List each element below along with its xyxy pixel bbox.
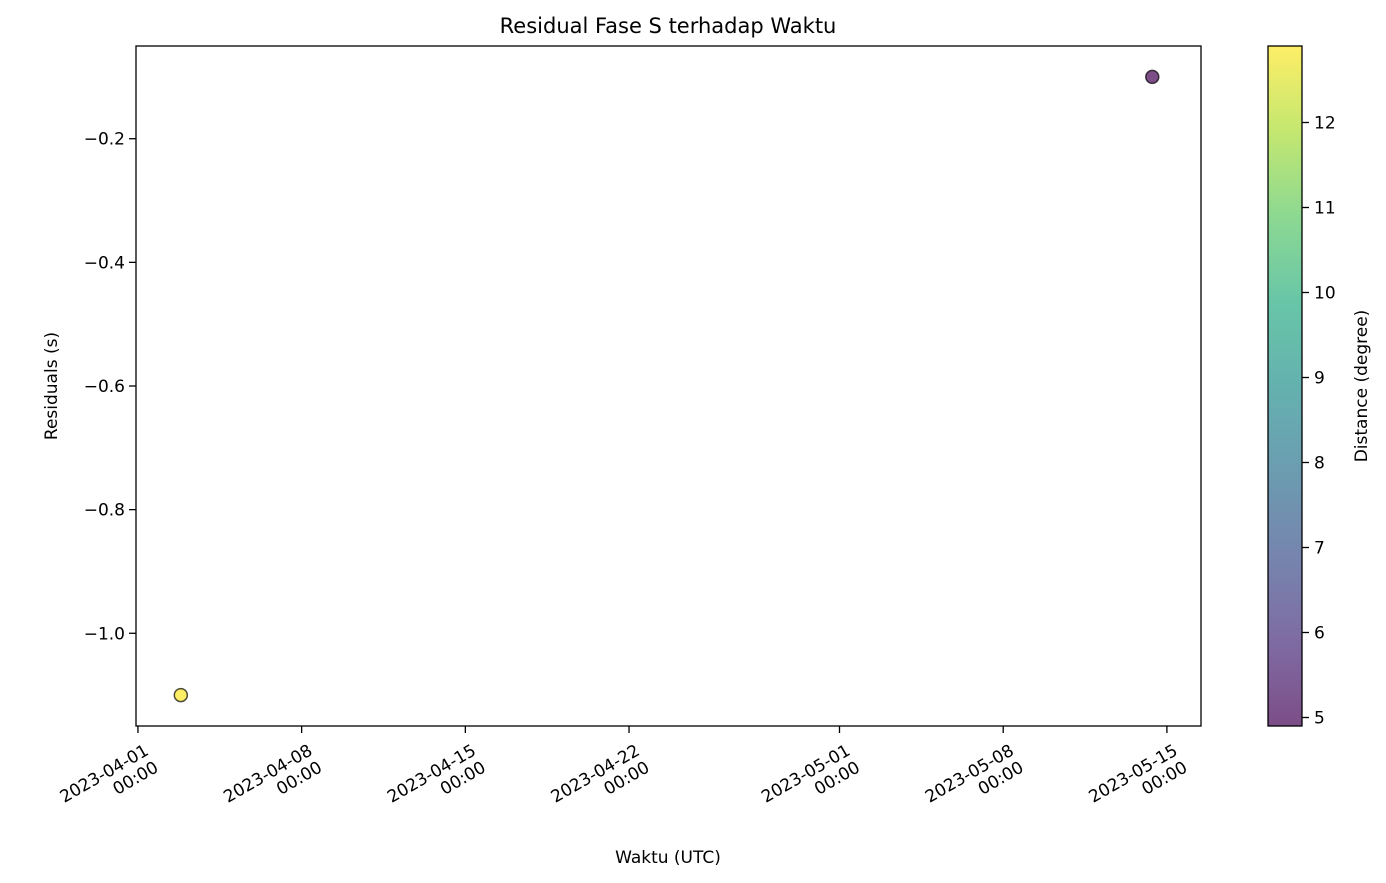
scatter-point — [1145, 69, 1160, 85]
y-axis-label: Residuals (s) — [42, 332, 62, 440]
plot-area — [135, 45, 1202, 727]
y-tick-label: −0.8 — [84, 501, 125, 521]
colorbar-tick-label: 9 — [1314, 369, 1325, 389]
y-tick-label: −0.2 — [84, 130, 125, 150]
y-axis-ticks: −0.2 −0.4 −0.6 −0.8 −1.0 — [84, 130, 136, 644]
colorbar-tick-label: 6 — [1314, 624, 1325, 644]
y-tick-label: −0.4 — [84, 253, 125, 273]
y-tick-label: −0.6 — [84, 377, 125, 397]
colorbar-ticks: 5 6 7 8 9 10 11 12 — [1302, 114, 1336, 729]
chart-title: Residual Fase S terhadap Waktu — [500, 14, 837, 38]
colorbar-tick-label: 8 — [1314, 454, 1325, 474]
scatter-point — [173, 687, 189, 703]
colorbar-tick-label: 12 — [1314, 114, 1336, 134]
x-axis-label: Waktu (UTC) — [615, 848, 721, 868]
colorbar-tick-label: 10 — [1314, 284, 1336, 304]
scatter-points — [173, 69, 1160, 703]
colorbar — [1267, 45, 1303, 727]
y-tick-label: −1.0 — [84, 624, 125, 644]
colorbar-tick-label: 11 — [1314, 199, 1336, 219]
colorbar-tick-label: 7 — [1314, 539, 1325, 559]
colorbar-label: Distance (degree) — [1352, 310, 1372, 463]
colorbar-tick-label: 5 — [1314, 709, 1325, 729]
